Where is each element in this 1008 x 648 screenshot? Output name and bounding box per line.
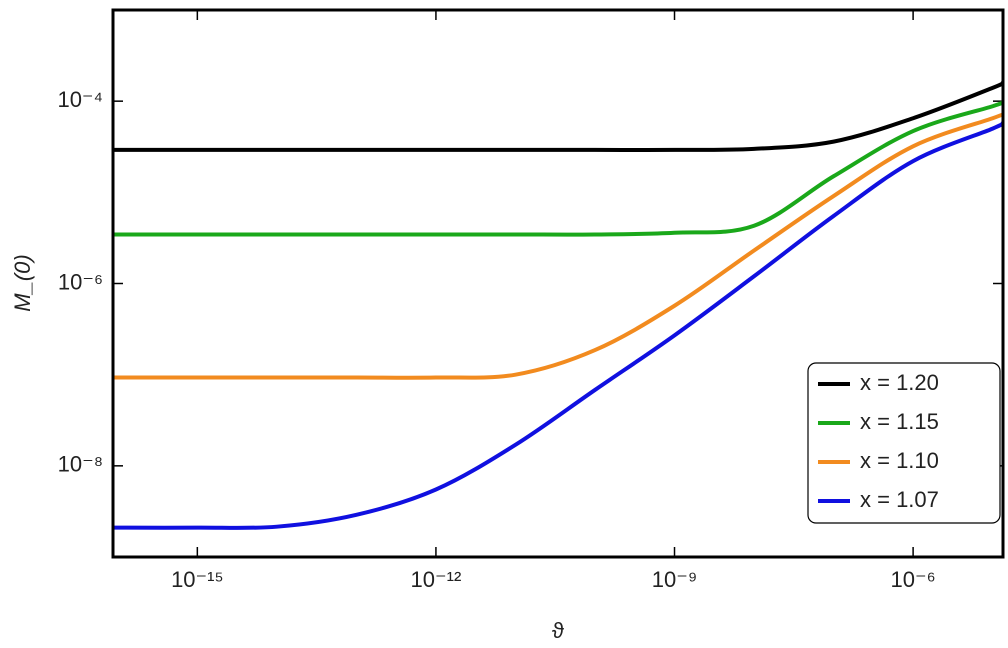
y-tick-label: 10⁻⁸ <box>58 452 103 477</box>
series-line <box>113 120 1003 530</box>
x-tick-label: 10⁻⁹ <box>652 567 698 592</box>
series-line <box>113 80 1003 152</box>
x-tick-label: 10⁻¹⁵ <box>171 567 224 592</box>
legend-label: x = 1.20 <box>860 370 939 395</box>
legend-label: x = 1.15 <box>860 409 939 434</box>
x-tick-label: 10⁻⁶ <box>891 567 936 592</box>
x-axis-label: ϑ <box>552 618 564 643</box>
series-line <box>113 112 1003 380</box>
plot-frame <box>111 8 1005 559</box>
legend-label: x = 1.10 <box>860 448 939 473</box>
series-line <box>113 100 1003 237</box>
legend-label: x = 1.07 <box>860 487 939 512</box>
y-axis-label: M_(0) <box>10 254 35 311</box>
y-tick-label: 10⁻⁴ <box>57 87 103 112</box>
y-tick-label: 10⁻⁶ <box>58 269 103 294</box>
x-tick-label: 10⁻¹² <box>411 567 462 592</box>
legend-box <box>807 362 1001 524</box>
